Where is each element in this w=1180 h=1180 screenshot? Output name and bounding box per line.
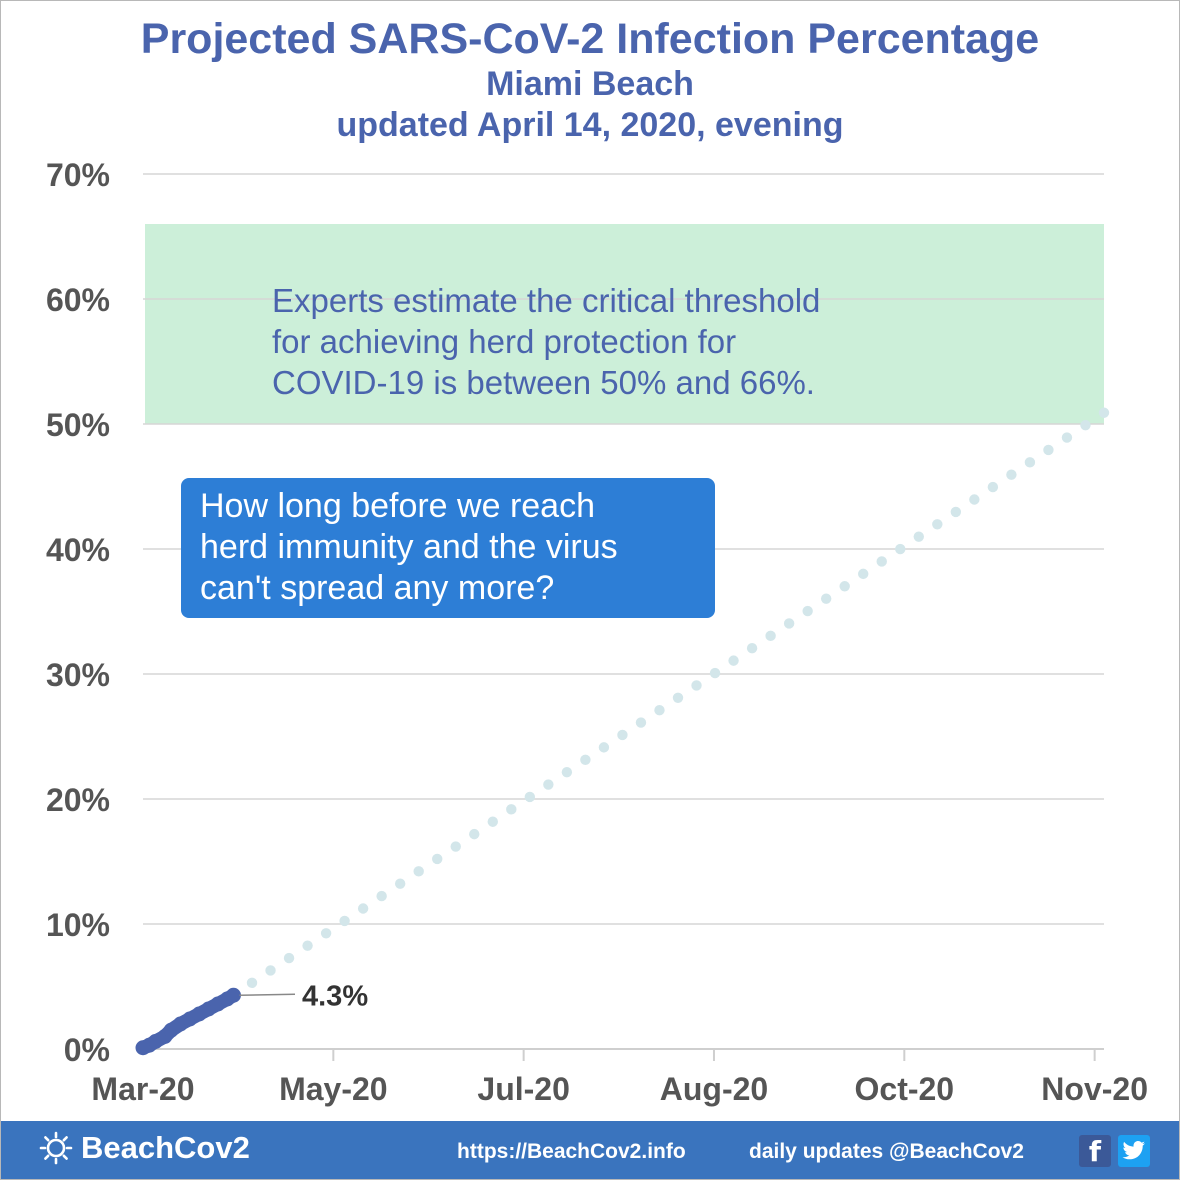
projection-dot — [1080, 419, 1091, 431]
projection-dot — [580, 754, 591, 765]
projection-dot — [450, 841, 461, 852]
y-tick-label: 0% — [64, 1032, 110, 1068]
x-tick-label: Oct-20 — [855, 1071, 955, 1107]
projection-dot — [1024, 457, 1036, 468]
x-tick-label: May-20 — [279, 1071, 388, 1107]
projection-dot — [746, 643, 758, 654]
projection-dot — [895, 543, 906, 555]
projection-dot — [376, 890, 387, 902]
projection-dot — [320, 928, 332, 939]
twitter-handle-text[interactable]: daily updates @BeachCov2 — [749, 1140, 1024, 1163]
projection-dot — [283, 952, 295, 964]
y-tick-label: 30% — [46, 657, 110, 693]
y-tick-label: 70% — [46, 157, 110, 193]
brand[interactable]: BeachCov2 — [39, 1130, 250, 1166]
projection-dot — [691, 680, 702, 691]
projection-dot — [728, 655, 739, 666]
projection-dot — [561, 766, 573, 778]
projection-dot — [709, 667, 721, 679]
projection-dot — [913, 531, 924, 542]
band-note-line: for achieving herd protection for — [272, 323, 737, 360]
footer-bar: BeachCov2 https://BeachCov2.info daily u… — [1, 1121, 1179, 1179]
projection-dot — [765, 630, 776, 642]
y-tick-label: 50% — [46, 407, 110, 443]
chart-plot: 0% 10% 20% 30% 40% 50% 60% 70% Mar-20 May-20 Jul-… — [46, 157, 1148, 1107]
projection-dot — [672, 692, 684, 704]
facebook-icon[interactable]: f — [1079, 1135, 1111, 1168]
callout-line: How long before we reach — [200, 487, 596, 525]
projection-dot — [357, 903, 369, 914]
projection-dot — [932, 519, 943, 530]
x-tick-label: Aug-20 — [660, 1071, 768, 1107]
herd-threshold-note: Experts estimate the critical threshold … — [272, 280, 992, 403]
projection-dot — [969, 494, 980, 505]
projection-dot — [487, 816, 498, 827]
projection-dot — [598, 742, 610, 753]
projection-dot — [339, 915, 350, 927]
site-link[interactable]: https://BeachCov2.info — [457, 1140, 686, 1163]
band-note-line: COVID-19 is between 50% and 66%. — [272, 364, 815, 401]
projection-dot — [413, 866, 424, 877]
projection-dot — [987, 481, 999, 493]
observed-point — [225, 987, 241, 1003]
y-tick-label: 40% — [46, 532, 110, 568]
projection-dot — [394, 878, 406, 889]
sun-logo-icon — [39, 1131, 73, 1165]
twitter-icon[interactable] — [1118, 1135, 1150, 1167]
projection-dot — [1006, 469, 1017, 480]
projection-dot — [246, 977, 258, 989]
chart-subtitle-updated: updated April 14, 2020, evening — [336, 106, 844, 144]
projection-dot — [635, 717, 647, 728]
x-tick-label: Nov-20 — [1041, 1071, 1148, 1107]
projection-dot — [858, 568, 869, 580]
callout-line: herd immunity and the virus — [200, 528, 618, 566]
projection-dot — [469, 828, 480, 840]
projection-dot — [1043, 444, 1054, 456]
chart-title: Projected SARS-CoV-2 Infection Percentag… — [140, 15, 1040, 63]
chart-subtitle-location: Miami Beach — [486, 65, 694, 103]
projection-dot — [802, 605, 813, 617]
projection-dot — [524, 791, 536, 803]
projection-dot — [432, 853, 443, 865]
x-tick-label: Jul-20 — [477, 1071, 569, 1107]
projection-dot — [506, 804, 517, 815]
projection-dot — [1061, 432, 1073, 443]
value-label-leader — [239, 993, 296, 996]
projection-dot — [783, 618, 795, 629]
brand-name: BeachCov2 — [81, 1130, 250, 1165]
projection-dot — [617, 729, 628, 741]
projection-dot — [543, 779, 554, 790]
projection-dot — [265, 965, 276, 976]
projection-dot — [839, 581, 850, 592]
projection-dot — [820, 593, 832, 604]
band-note-line: Experts estimate the critical threshold — [272, 282, 821, 319]
callout-line: can't spread any more? — [200, 569, 555, 607]
last-value-label: 4.3% — [302, 980, 368, 1012]
y-tick-label: 10% — [46, 907, 110, 943]
x-tick-label: Mar-20 — [91, 1071, 194, 1107]
y-tick-label: 20% — [46, 782, 110, 818]
y-tick-label: 60% — [46, 282, 110, 318]
chart-titles: Projected SARS-CoV-2 Infection Percentag… — [0, 14, 1180, 146]
projection-dot — [876, 556, 887, 567]
projection-dot — [302, 940, 313, 951]
projection-dot — [1098, 407, 1110, 418]
herd-threshold-band — [145, 224, 1104, 424]
question-callout: How long before we reach herd immunity a… — [181, 478, 715, 618]
projection-dot — [950, 506, 962, 518]
projection-dot — [654, 704, 665, 716]
